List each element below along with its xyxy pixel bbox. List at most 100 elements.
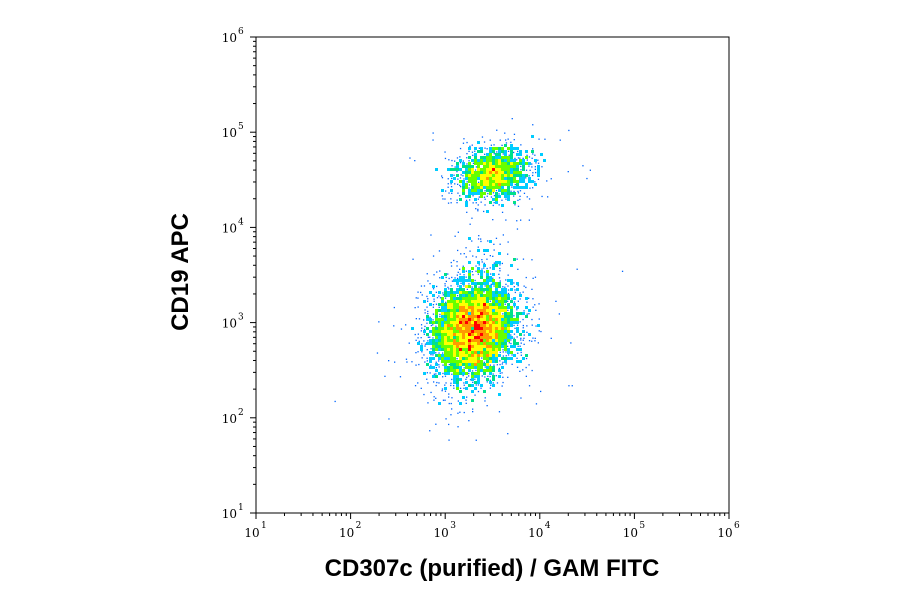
event-point <box>510 345 513 348</box>
event-point <box>478 235 480 237</box>
event-point <box>489 201 492 204</box>
event-point <box>477 333 480 336</box>
event-point <box>462 354 465 357</box>
event-point <box>462 294 465 297</box>
event-point <box>471 217 473 219</box>
event-point <box>486 345 489 348</box>
event-point <box>495 288 498 291</box>
event-point <box>510 174 513 177</box>
event-point <box>501 288 504 291</box>
event-point <box>540 330 542 333</box>
event-point <box>501 300 504 303</box>
event-point <box>507 433 509 435</box>
event-point <box>435 309 438 312</box>
event-point <box>468 354 471 357</box>
event-point <box>516 171 519 174</box>
event-point <box>444 306 447 309</box>
event-point <box>444 369 447 372</box>
event-point <box>477 291 480 294</box>
event-point <box>477 162 480 165</box>
event-point <box>523 310 525 312</box>
event-point <box>517 345 519 347</box>
event-point <box>498 153 501 156</box>
event-point <box>441 318 444 321</box>
plot-frame <box>255 36 730 514</box>
event-point <box>501 366 504 369</box>
event-point <box>447 273 449 275</box>
event-point <box>466 141 468 144</box>
event-point <box>516 324 519 326</box>
event-point <box>483 249 486 252</box>
event-point <box>550 337 552 339</box>
event-point <box>495 147 498 150</box>
event-point <box>471 390 474 393</box>
event-point <box>511 118 513 120</box>
event-point <box>459 276 462 279</box>
event-point <box>513 190 515 193</box>
event-point <box>483 363 486 366</box>
event-point <box>531 150 534 153</box>
event-point <box>534 154 536 156</box>
event-point <box>483 309 486 312</box>
event-point <box>439 270 441 272</box>
event-point <box>528 313 530 315</box>
event-point <box>453 351 456 354</box>
event-point <box>559 139 561 141</box>
event-point <box>483 351 486 354</box>
event-point <box>453 342 456 345</box>
event-point <box>459 147 462 150</box>
event-point <box>483 333 486 336</box>
event-point <box>504 192 507 195</box>
event-point <box>417 342 420 345</box>
event-point <box>468 303 471 306</box>
event-point <box>462 351 465 354</box>
event-point <box>531 369 533 372</box>
event-point <box>438 327 441 330</box>
event-point <box>474 333 477 336</box>
event-point <box>465 363 468 366</box>
event-point <box>444 303 447 306</box>
event-point <box>447 303 450 306</box>
event-point <box>453 318 456 321</box>
event-point <box>489 364 491 366</box>
event-point <box>495 312 498 315</box>
event-point <box>453 312 456 315</box>
event-point <box>438 352 440 354</box>
event-point <box>456 300 459 303</box>
x-tick-label: 10 <box>434 526 449 540</box>
event-point <box>466 396 468 398</box>
event-point <box>507 327 510 330</box>
event-point <box>513 303 516 306</box>
event-point <box>525 276 527 279</box>
event-point <box>453 385 455 387</box>
event-point <box>435 315 438 318</box>
event-point <box>501 297 504 300</box>
event-point <box>462 160 464 162</box>
event-point <box>510 339 512 341</box>
event-point <box>450 303 453 306</box>
event-point <box>447 168 450 171</box>
event-point <box>409 157 411 159</box>
event-point <box>450 315 453 318</box>
event-point <box>456 157 459 159</box>
event-point <box>481 261 483 263</box>
event-point <box>424 345 426 347</box>
event-point <box>486 339 489 342</box>
event-point <box>486 189 489 192</box>
event-point <box>471 324 474 327</box>
event-point <box>480 348 483 351</box>
event-point <box>511 186 513 188</box>
event-point <box>465 327 468 330</box>
event-point <box>474 357 477 360</box>
event-point <box>483 354 486 357</box>
event-point <box>459 303 462 306</box>
event-point <box>480 156 483 159</box>
event-point <box>480 162 483 165</box>
event-point <box>477 210 479 212</box>
event-point <box>492 297 495 300</box>
event-point <box>498 261 501 264</box>
event-point <box>448 288 450 290</box>
event-point <box>510 342 512 345</box>
event-point <box>438 345 441 348</box>
event-point <box>450 202 452 204</box>
